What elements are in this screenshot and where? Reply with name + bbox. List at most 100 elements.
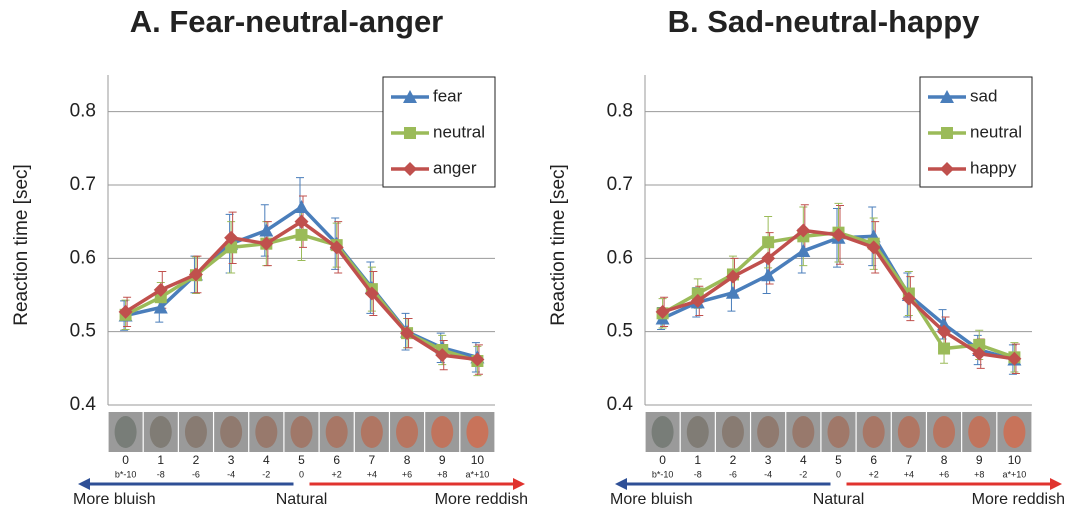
- x-sub-label: +6: [939, 469, 949, 479]
- marker: [154, 291, 167, 304]
- x-sub-label: -4: [227, 469, 235, 479]
- arrow-head: [1050, 478, 1062, 490]
- x-sub-label: +4: [367, 469, 377, 479]
- arrow-label: More reddish: [972, 491, 1065, 508]
- x-sub-label: +2: [332, 469, 342, 479]
- arrow-head: [615, 478, 627, 490]
- x-sub-label: b*-10: [115, 469, 137, 479]
- legend-label: anger: [433, 158, 477, 177]
- legend-label: happy: [970, 158, 1017, 177]
- x-tick-label: 1: [157, 453, 164, 467]
- face: [862, 416, 885, 448]
- marker: [725, 269, 740, 284]
- face: [184, 416, 207, 448]
- face: [792, 416, 815, 448]
- legend-label: sad: [970, 86, 997, 105]
- x-sub-label: +8: [974, 469, 984, 479]
- marker: [973, 338, 986, 351]
- legend-label: neutral: [970, 122, 1022, 141]
- face: [466, 416, 489, 448]
- arrow-head: [513, 478, 525, 490]
- x-sub-label: -8: [157, 469, 165, 479]
- marker: [225, 241, 238, 254]
- marker: [400, 326, 415, 341]
- face: [325, 416, 348, 448]
- marker: [655, 304, 670, 319]
- marker: [364, 286, 379, 301]
- y-tick-label: 0.5: [607, 321, 633, 342]
- arrow-label: Natural: [276, 491, 328, 508]
- marker: [901, 291, 916, 306]
- marker: [259, 236, 274, 251]
- x-sub-label: a*+10: [1003, 469, 1027, 479]
- arrow-label: More bluish: [73, 491, 156, 508]
- x-sub-label: b*-10: [652, 469, 674, 479]
- marker: [294, 214, 309, 229]
- x-sub-label: +8: [437, 469, 447, 479]
- face: [1003, 416, 1026, 448]
- marker: [403, 90, 417, 103]
- x-sub-label: -2: [799, 469, 807, 479]
- y-axis-label: Reaction time [sec]: [11, 164, 32, 326]
- face: [290, 416, 313, 448]
- x-tick-label: 7: [906, 453, 913, 467]
- x-tick-label: 1: [694, 453, 701, 467]
- arrow-label: More bluish: [610, 491, 693, 508]
- legend-label: fear: [433, 86, 463, 105]
- legend-label: neutral: [433, 122, 485, 141]
- marker: [295, 228, 308, 241]
- x-tick-label: 6: [333, 453, 340, 467]
- x-tick-label: 10: [1008, 453, 1022, 467]
- x-tick-label: 4: [800, 453, 807, 467]
- face: [651, 416, 674, 448]
- x-tick-label: 6: [870, 453, 877, 467]
- x-tick-label: 0: [122, 453, 129, 467]
- arrow-head: [78, 478, 90, 490]
- y-tick-label: 0.7: [70, 174, 96, 195]
- marker: [153, 282, 168, 297]
- marker: [259, 223, 274, 237]
- x-tick-label: 5: [835, 453, 842, 467]
- y-axis-label: Reaction time [sec]: [548, 164, 569, 326]
- x-sub-label: +6: [402, 469, 412, 479]
- marker: [831, 227, 846, 242]
- y-tick-label: 0.6: [607, 247, 633, 268]
- arrow-label: Natural: [813, 491, 865, 508]
- x-sub-label: -4: [764, 469, 772, 479]
- face: [220, 416, 243, 448]
- x-sub-label: +4: [904, 469, 914, 479]
- x-sub-label: a*+10: [466, 469, 490, 479]
- x-tick-label: 2: [730, 453, 737, 467]
- face: [431, 416, 454, 448]
- chart-title: B. Sad-neutral-happy: [668, 4, 981, 39]
- face: [686, 416, 709, 448]
- marker: [937, 324, 952, 339]
- marker: [940, 162, 954, 176]
- x-sub-label: -6: [729, 469, 737, 479]
- face: [968, 416, 991, 448]
- face: [757, 416, 780, 448]
- marker: [153, 300, 168, 314]
- x-sub-label: +2: [869, 469, 879, 479]
- marker: [224, 230, 239, 245]
- chart-title: A. Fear-neutral-anger: [130, 4, 444, 39]
- face: [897, 416, 920, 448]
- y-tick-label: 0.5: [70, 321, 96, 342]
- x-tick-label: 9: [976, 453, 983, 467]
- marker: [938, 342, 951, 355]
- marker: [1007, 351, 1022, 366]
- marker: [691, 287, 704, 300]
- marker: [403, 162, 417, 176]
- marker: [761, 251, 776, 266]
- marker: [761, 268, 776, 282]
- face: [114, 416, 137, 448]
- marker: [762, 236, 775, 249]
- face: [933, 416, 956, 448]
- marker: [796, 223, 811, 238]
- marker: [972, 346, 987, 361]
- y-tick-label: 0.8: [607, 101, 633, 122]
- y-tick-label: 0.7: [607, 174, 633, 195]
- x-tick-label: 10: [471, 453, 485, 467]
- x-sub-label: 0: [836, 469, 841, 479]
- arrow-label: More reddish: [435, 491, 528, 508]
